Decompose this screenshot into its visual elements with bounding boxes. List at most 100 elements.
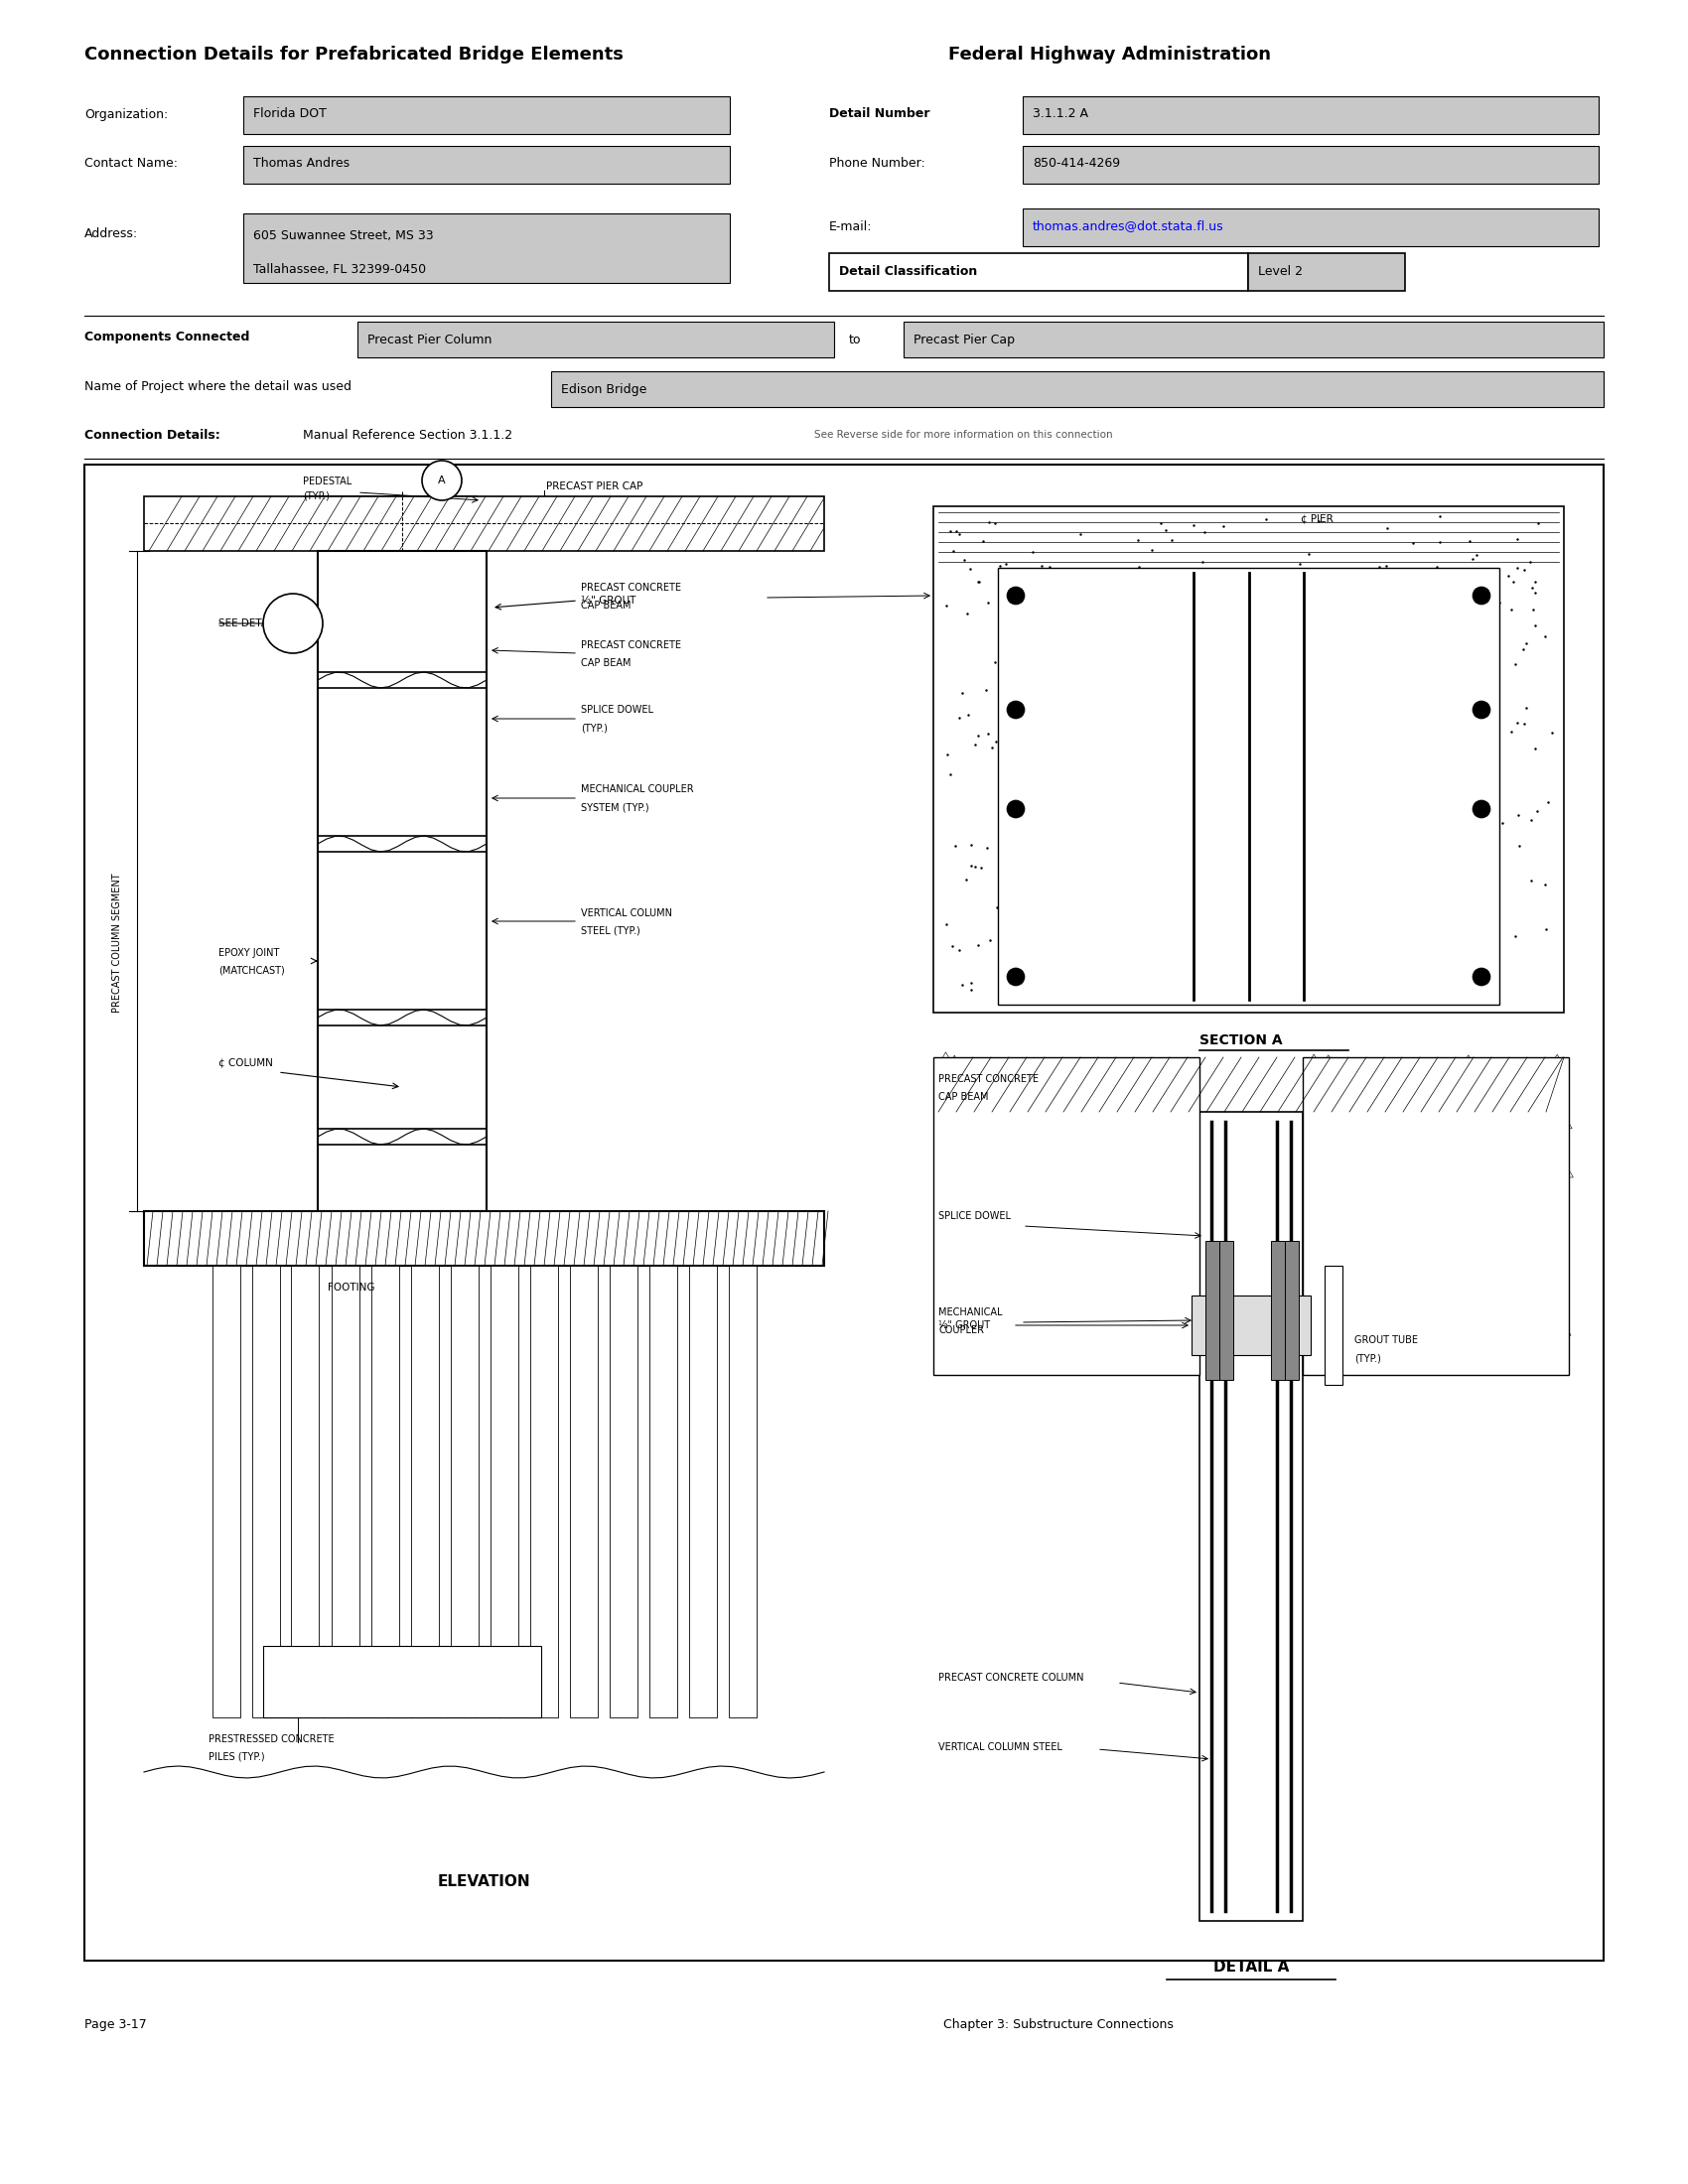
Circle shape <box>422 461 463 500</box>
Text: DETAIL A: DETAIL A <box>1214 1961 1290 1974</box>
Bar <box>728 1267 756 1717</box>
Bar <box>998 568 1499 1005</box>
Bar <box>213 1267 240 1717</box>
Text: 3.1.1.2 A: 3.1.1.2 A <box>1033 107 1089 120</box>
Text: to: to <box>849 334 861 345</box>
Text: ELEVATION: ELEVATION <box>437 1874 530 1889</box>
Circle shape <box>1006 587 1025 605</box>
Text: Edison Bridge: Edison Bridge <box>560 382 647 395</box>
Bar <box>609 1267 636 1717</box>
Text: CAP BEAM: CAP BEAM <box>939 1092 989 1103</box>
Text: Thomas Andres: Thomas Andres <box>253 157 349 170</box>
Text: Name of Project where the detail was used: Name of Project where the detail was use… <box>84 380 351 393</box>
Circle shape <box>1472 799 1491 819</box>
Bar <box>1285 1241 1298 1380</box>
Text: FOOTING: FOOTING <box>327 1282 375 1293</box>
Bar <box>829 253 1247 290</box>
Text: Chapter 3: Substructure Connections: Chapter 3: Substructure Connections <box>944 2018 1173 2031</box>
Text: Florida DOT: Florida DOT <box>253 107 326 120</box>
Text: PRECAST CONCRETE COLUMN: PRECAST CONCRETE COLUMN <box>939 1673 1084 1682</box>
Text: Contact Name:: Contact Name: <box>84 157 177 170</box>
Text: Manual Reference Section 3.1.1.2: Manual Reference Section 3.1.1.2 <box>302 428 513 441</box>
Text: Level 2: Level 2 <box>1258 266 1303 277</box>
Text: PRECAST COLUMN SEGMENT: PRECAST COLUMN SEGMENT <box>111 874 122 1013</box>
Text: Phone Number:: Phone Number: <box>829 157 925 170</box>
Bar <box>143 496 824 550</box>
Text: MECHANICAL: MECHANICAL <box>939 1308 1003 1317</box>
Text: Detail Number: Detail Number <box>829 107 930 120</box>
Bar <box>933 1057 1200 1376</box>
Bar <box>243 96 729 133</box>
Bar <box>263 1647 542 1717</box>
Circle shape <box>1006 968 1025 985</box>
Bar <box>1247 253 1404 290</box>
Bar <box>1023 146 1599 183</box>
Text: PRESTRESSED CONCRETE: PRESTRESSED CONCRETE <box>209 1734 334 1745</box>
Text: ¢ PIER: ¢ PIER <box>1301 513 1334 524</box>
Text: SEE DETAIL A: SEE DETAIL A <box>218 618 287 629</box>
Circle shape <box>263 594 322 653</box>
Bar <box>1271 1241 1285 1380</box>
Bar <box>999 570 1497 1002</box>
Text: SPLICE DOWEL: SPLICE DOWEL <box>939 1212 1011 1221</box>
Text: ½" GROUT: ½" GROUT <box>939 1321 991 1330</box>
Bar <box>331 1267 360 1717</box>
Text: E-mail:: E-mail: <box>829 221 873 234</box>
Text: Detail Classification: Detail Classification <box>839 266 977 277</box>
Circle shape <box>1472 968 1491 985</box>
Bar <box>451 1267 478 1717</box>
Bar <box>1303 1057 1568 1376</box>
Text: (TYP.): (TYP.) <box>581 723 608 732</box>
Text: PRECAST CONCRETE: PRECAST CONCRETE <box>581 640 682 651</box>
Text: VERTICAL COLUMN STEEL: VERTICAL COLUMN STEEL <box>939 1743 1062 1752</box>
Text: Connection Details for Prefabricated Bridge Elements: Connection Details for Prefabricated Bri… <box>84 46 623 63</box>
Bar <box>648 1267 677 1717</box>
Circle shape <box>1472 701 1491 719</box>
Text: STEEL (TYP.): STEEL (TYP.) <box>581 926 640 937</box>
Text: GROUT TUBE: GROUT TUBE <box>1354 1334 1418 1345</box>
Bar <box>1325 1267 1342 1385</box>
Text: PRECAST PIER CAP: PRECAST PIER CAP <box>547 480 643 491</box>
Text: Federal Highway Administration: Federal Highway Administration <box>949 46 1271 63</box>
Bar <box>292 1267 319 1717</box>
Bar <box>933 507 1563 1013</box>
Text: COUPLER: COUPLER <box>939 1326 984 1334</box>
Text: 605 Suwannee Street, MS 33: 605 Suwannee Street, MS 33 <box>253 229 434 242</box>
Text: Connection Details:: Connection Details: <box>84 428 219 441</box>
Bar <box>143 1212 824 1267</box>
Bar <box>903 321 1604 358</box>
Circle shape <box>1006 799 1025 819</box>
Bar <box>550 371 1604 406</box>
Text: CAP BEAM: CAP BEAM <box>581 657 631 668</box>
Bar <box>311 496 476 524</box>
Bar <box>317 550 486 1212</box>
Bar <box>243 214 729 284</box>
Text: (MATCHCAST): (MATCHCAST) <box>218 965 285 976</box>
Text: ¢ COLUMN: ¢ COLUMN <box>218 1057 273 1068</box>
Text: Organization:: Organization: <box>84 107 169 120</box>
Text: PRECAST CONCRETE: PRECAST CONCRETE <box>581 583 682 592</box>
Text: Precast Pier Column: Precast Pier Column <box>368 334 491 345</box>
Bar <box>1219 1241 1234 1380</box>
Text: EPOXY JOINT: EPOXY JOINT <box>218 948 280 959</box>
Bar <box>1205 1241 1219 1380</box>
Text: Page 3-17: Page 3-17 <box>84 2018 147 2031</box>
Text: MECHANICAL COUPLER: MECHANICAL COUPLER <box>581 784 694 795</box>
Bar <box>1023 96 1599 133</box>
Text: VERTICAL COLUMN: VERTICAL COLUMN <box>581 909 672 917</box>
Text: (TYP.): (TYP.) <box>1354 1354 1381 1363</box>
Circle shape <box>1006 701 1025 719</box>
Bar <box>358 321 834 358</box>
Text: ½" GROUT: ½" GROUT <box>581 596 636 605</box>
Bar <box>1023 207 1599 247</box>
Text: thomas.andres@dot.stata.fl.us: thomas.andres@dot.stata.fl.us <box>1033 221 1224 234</box>
Bar <box>243 146 729 183</box>
Text: PILES (TYP.): PILES (TYP.) <box>209 1752 265 1762</box>
Text: A: A <box>439 476 446 485</box>
Text: PRECAST CONCRETE: PRECAST CONCRETE <box>939 1075 1038 1083</box>
Text: (TYP.): (TYP.) <box>302 491 329 502</box>
Text: PEDESTAL: PEDESTAL <box>302 476 351 487</box>
Text: 850-414-4269: 850-414-4269 <box>1033 157 1121 170</box>
Text: See Reverse side for more information on this connection: See Reverse side for more information on… <box>814 430 1112 439</box>
Bar <box>490 1267 518 1717</box>
